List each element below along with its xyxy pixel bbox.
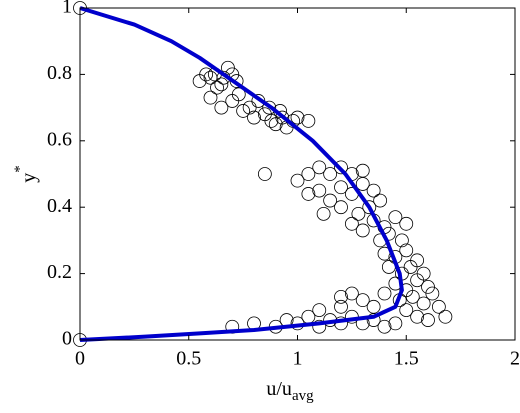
data-point — [316, 206, 331, 221]
data-point — [203, 90, 218, 105]
data-point — [377, 286, 392, 301]
y-tick-label: 0.4 — [47, 195, 72, 217]
data-point — [403, 260, 418, 274]
data-point — [247, 110, 261, 125]
data-point — [301, 167, 316, 181]
data-point — [312, 160, 327, 175]
data-point — [214, 100, 229, 115]
data-point — [399, 243, 414, 258]
y-tick-label: 0 — [62, 328, 72, 350]
y-tick-label: 1 — [62, 0, 72, 18]
data-point — [394, 233, 409, 248]
data-point — [366, 183, 381, 198]
x-tick-label: 0 — [75, 348, 85, 370]
data-point — [334, 289, 348, 304]
data-point — [344, 286, 359, 301]
data-point — [323, 193, 338, 208]
data-point — [421, 313, 435, 327]
data-point — [312, 183, 327, 198]
x-tick-label: 1.5 — [394, 348, 419, 370]
x-tick-label: 1 — [293, 348, 303, 370]
data-point — [334, 299, 348, 314]
data-point — [373, 193, 388, 208]
data-point — [214, 77, 229, 92]
data-point — [290, 110, 305, 125]
y-axis-label: y* — [12, 165, 39, 183]
data-point — [431, 299, 446, 314]
data-point — [290, 173, 305, 188]
data-point — [388, 210, 403, 225]
data-point — [410, 273, 425, 288]
x-tick-label: 2 — [510, 348, 520, 370]
data-point — [410, 309, 425, 324]
data-point — [242, 100, 257, 115]
data-point — [301, 113, 316, 128]
data-point — [344, 216, 359, 231]
y-tick-label: 0.6 — [47, 128, 72, 150]
data-point — [301, 187, 316, 201]
y-label-main: y — [18, 173, 40, 183]
data-point — [355, 177, 370, 191]
data-point — [220, 60, 235, 75]
data-point — [421, 279, 435, 294]
curve — [79, 6, 404, 342]
data-point — [362, 200, 377, 215]
data-point — [199, 67, 214, 82]
data-point — [236, 104, 251, 118]
data-point — [399, 216, 414, 231]
x-label-sub: avg — [292, 388, 314, 404]
data-point — [355, 223, 370, 238]
data-point — [257, 167, 272, 181]
data-point — [405, 289, 420, 304]
data-point — [334, 180, 348, 195]
data-point — [438, 309, 453, 324]
y-label-sup: * — [12, 165, 28, 173]
y-tick-label: 0.8 — [47, 62, 72, 84]
data-point — [210, 80, 224, 95]
y-tick-label: 0.2 — [47, 261, 72, 283]
data-point — [416, 296, 431, 311]
data-point — [351, 206, 366, 221]
data-point — [334, 160, 348, 175]
data-point — [323, 167, 338, 181]
x-tick-label: 0.5 — [176, 348, 201, 370]
x-label-main: u/u — [266, 378, 292, 400]
data-point — [262, 100, 277, 115]
data-point — [399, 303, 414, 318]
data-point — [425, 286, 440, 301]
data-point — [264, 113, 279, 128]
data-point — [388, 316, 403, 331]
data-point — [355, 293, 370, 308]
data-point — [312, 319, 327, 334]
data-point — [334, 200, 348, 215]
data-point — [231, 87, 246, 102]
data-point — [275, 110, 290, 125]
data-point — [366, 313, 381, 327]
data-point — [312, 303, 327, 318]
x-axis-label: u/uavg — [266, 378, 314, 405]
data-point — [377, 319, 392, 334]
